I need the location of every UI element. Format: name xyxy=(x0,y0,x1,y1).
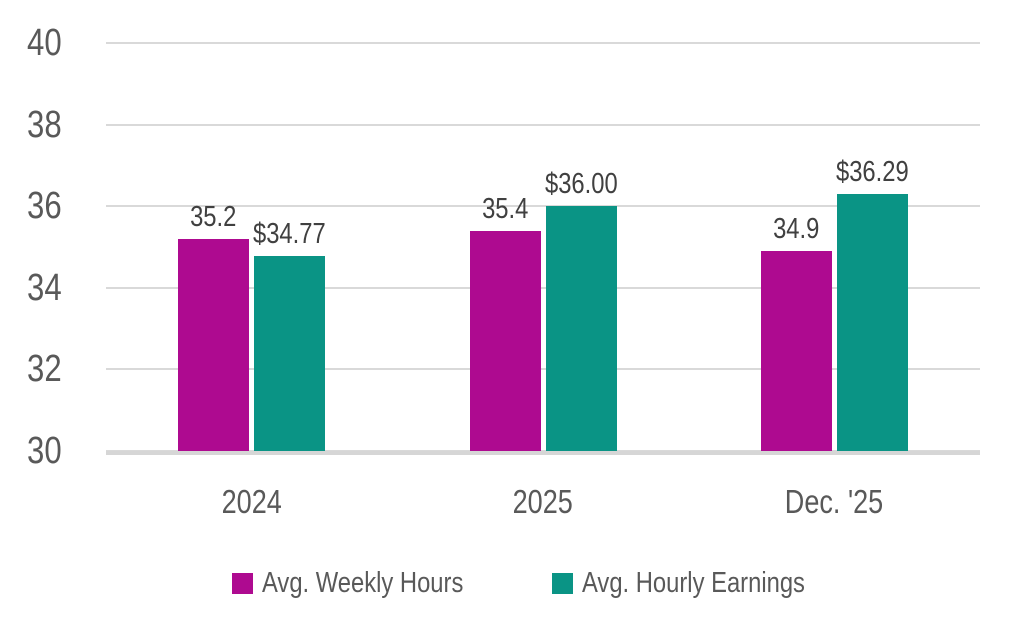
bar-value-label: 35.2 xyxy=(190,200,237,233)
gridline xyxy=(106,205,980,208)
gridline xyxy=(106,42,980,44)
bar-hourly-earnings xyxy=(254,256,326,451)
legend-label-hourly-earnings: Avg. Hourly Earnings xyxy=(582,566,854,600)
bar-value-label: $36.00 xyxy=(544,168,618,201)
legend-label-text: Avg. Weekly Hours xyxy=(261,567,464,599)
bar-value-label: $36.29 xyxy=(835,156,909,189)
x-axis-line xyxy=(106,451,980,455)
bar-weekly-hours xyxy=(178,238,250,451)
bar-value-label: $34.77 xyxy=(253,218,327,251)
legend-label-text: Avg. Hourly Earnings xyxy=(582,567,806,599)
legend-swatch-hourly-earnings xyxy=(552,572,574,594)
y-axis-tick-label: 38 xyxy=(27,103,62,146)
bar-hourly-earnings xyxy=(545,206,617,451)
x-axis-category-label: 2025 xyxy=(512,483,574,520)
y-axis-tick-label: 30 xyxy=(27,430,62,472)
y-axis-tick-label: 40 xyxy=(27,22,62,64)
gridline xyxy=(106,286,980,289)
y-axis-tick-label: 32 xyxy=(27,348,62,391)
x-axis-category-label: 2024 xyxy=(221,483,282,520)
bar-value-label: 34.9 xyxy=(773,213,820,246)
legend: Avg. Weekly Hours Avg. Hourly Earnings xyxy=(106,566,980,600)
x-axis-category-label: Dec. '25 xyxy=(785,483,884,520)
bar-weekly-hours xyxy=(760,251,832,451)
bar-hourly-earnings xyxy=(836,194,908,451)
gridline xyxy=(106,368,980,371)
y-axis-tick-label: 34 xyxy=(27,266,62,309)
legend-label-weekly-hours: Avg. Weekly Hours xyxy=(262,566,508,600)
bar-weekly-hours xyxy=(469,230,541,451)
legend-item-weekly-hours: Avg. Weekly Hours xyxy=(231,566,508,600)
bar-value-label: 35.4 xyxy=(481,192,529,225)
y-axis-tick-label: 36 xyxy=(27,185,62,228)
legend-swatch-weekly-hours xyxy=(231,572,253,594)
legend-item-hourly-earnings: Avg. Hourly Earnings xyxy=(552,566,854,600)
gridline xyxy=(106,123,980,126)
